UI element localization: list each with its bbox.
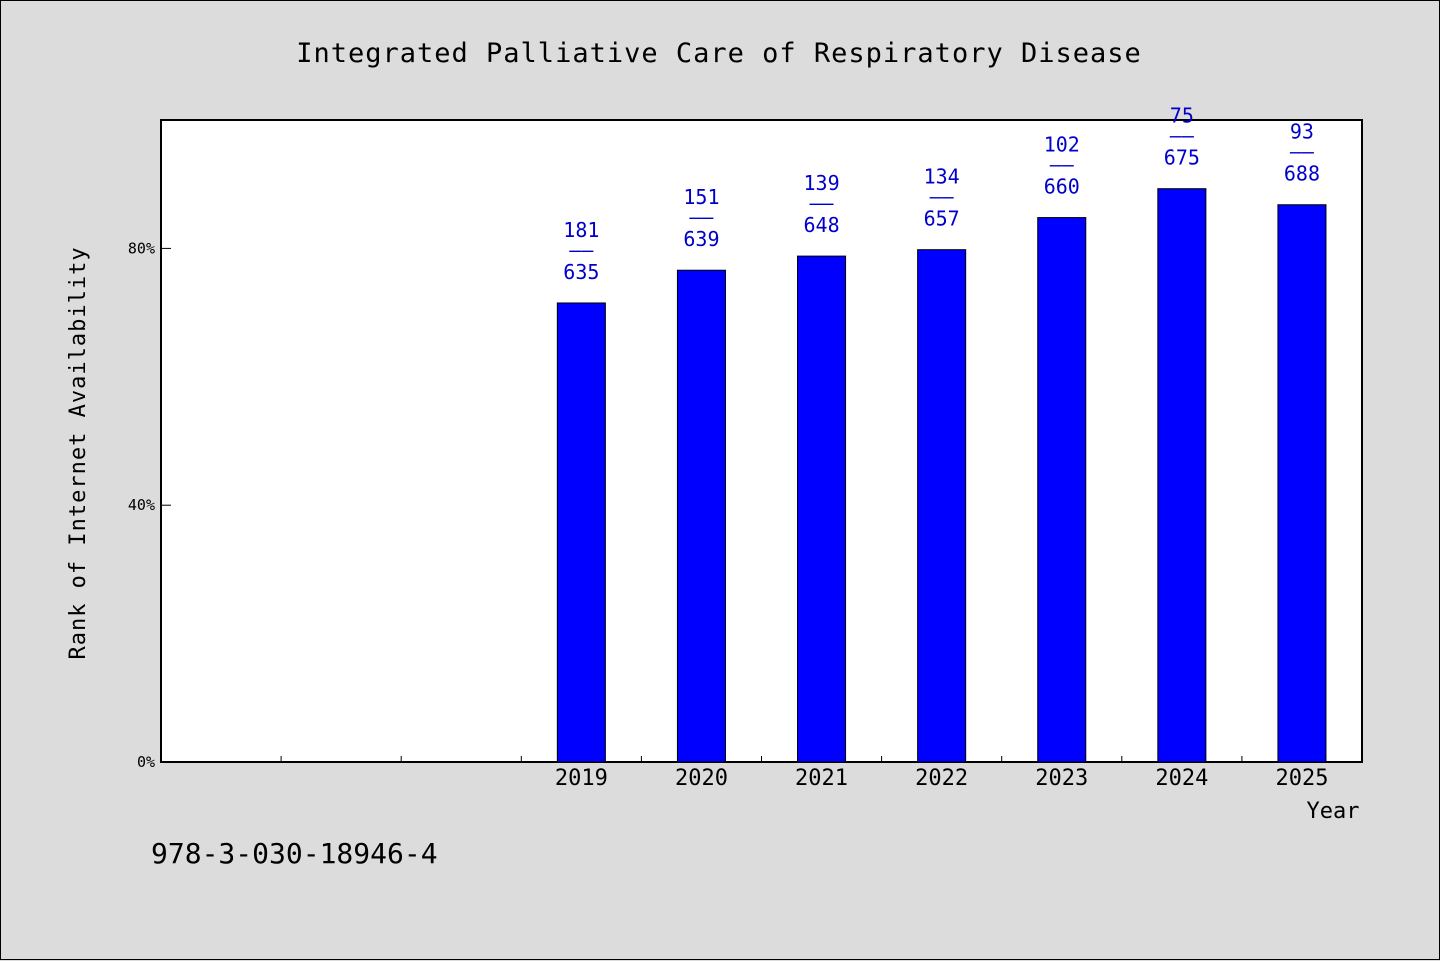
data-label-bottom: 648 bbox=[803, 213, 839, 237]
x-tick-label: 2020 bbox=[675, 766, 728, 791]
x-tick-label: 2022 bbox=[915, 766, 968, 791]
data-label-top: 102 bbox=[1044, 133, 1080, 157]
data-label-separator: —— bbox=[1290, 140, 1315, 164]
x-tick-label: 2025 bbox=[1275, 766, 1328, 791]
y-axis-label: Rank of Internet Availability bbox=[66, 246, 91, 659]
data-label-separator: —— bbox=[1050, 153, 1075, 177]
x-tick-label: 2024 bbox=[1155, 766, 1208, 791]
x-tick-label: 2023 bbox=[1035, 766, 1088, 791]
data-label-bottom: 639 bbox=[683, 227, 719, 251]
y-tick-label: 40% bbox=[128, 496, 155, 514]
x-tick-label: 2019 bbox=[555, 766, 608, 791]
data-label-top: 181 bbox=[563, 218, 599, 242]
data-label-separator: —— bbox=[689, 205, 714, 229]
data-label-top: 139 bbox=[803, 171, 839, 195]
y-tick-label: 80% bbox=[128, 239, 155, 257]
data-label-top: 151 bbox=[683, 185, 719, 209]
data-label-bottom: 635 bbox=[563, 260, 599, 284]
data-label-bottom: 688 bbox=[1284, 162, 1320, 186]
data-label-top: 93 bbox=[1290, 120, 1314, 144]
data-label-bottom: 660 bbox=[1044, 175, 1080, 199]
data-label-separator: —— bbox=[1170, 124, 1195, 148]
data-label-separator: —— bbox=[930, 185, 955, 209]
y-tick-label: 0% bbox=[137, 753, 155, 771]
bar bbox=[676, 269, 726, 763]
bar bbox=[917, 249, 967, 763]
bar bbox=[1277, 204, 1327, 763]
data-label-bottom: 675 bbox=[1164, 146, 1200, 170]
chart-title: Integrated Palliative Care of Respirator… bbox=[296, 38, 1142, 69]
data-label-separator: —— bbox=[569, 238, 594, 262]
isbn-footnote: 978-3-030-18946-4 bbox=[151, 837, 438, 870]
data-label-top: 75 bbox=[1170, 104, 1194, 128]
x-tick-label: 2021 bbox=[795, 766, 848, 791]
bar bbox=[1037, 217, 1087, 763]
data-label-bottom: 657 bbox=[924, 207, 960, 231]
data-label-separator: —— bbox=[810, 191, 835, 215]
bar bbox=[1157, 188, 1207, 763]
bar bbox=[556, 302, 606, 763]
x-axis-label: Year bbox=[1307, 799, 1360, 824]
bar bbox=[797, 255, 847, 763]
data-label-top: 134 bbox=[924, 165, 960, 189]
